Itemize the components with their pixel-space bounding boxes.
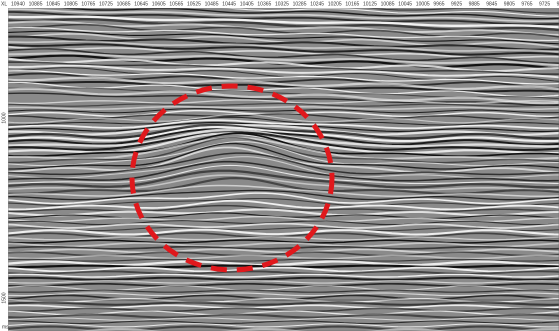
x-tick-label: 10045 (398, 1, 412, 7)
x-tick-label: 9725 (539, 1, 550, 7)
x-tick-label: 10885 (29, 1, 43, 7)
x-tick-label: 9805 (504, 1, 515, 7)
x-tick-label: 10485 (205, 1, 219, 7)
x-tick-label: 10165 (345, 1, 359, 7)
x-tick-label: 10525 (187, 1, 201, 7)
x-tick-label: 10205 (328, 1, 342, 7)
y-tick-label: 1000 (1, 112, 7, 123)
x-tick-label: 10765 (81, 1, 95, 7)
x-tick-label: 10245 (310, 1, 324, 7)
x-tick-label: 10565 (169, 1, 183, 7)
x-tick-label: 10085 (381, 1, 395, 7)
x-tick-label: 10605 (152, 1, 166, 7)
x-tick-label: 10445 (222, 1, 236, 7)
left-strip (0, 8, 8, 331)
x-tick-label: 9885 (469, 1, 480, 7)
x-tick-label: 9765 (521, 1, 532, 7)
y-tick-label: 1500 (1, 292, 7, 303)
x-tick-label: 10940 (11, 1, 25, 7)
x-tick-label: 10325 (275, 1, 289, 7)
x-tick-label: 10285 (293, 1, 307, 7)
x-tick-label: 10125 (363, 1, 377, 7)
x-tick-label: 10805 (64, 1, 78, 7)
x-tick-label: 9925 (451, 1, 462, 7)
x-tick-label: 10645 (134, 1, 148, 7)
x-tick-label: 10845 (46, 1, 60, 7)
x-tick-label: 10725 (99, 1, 113, 7)
x-tick-label: 9845 (486, 1, 497, 7)
seismic-image (8, 0, 559, 331)
seismic-section: 10940 1088510845 1080510765 10725 1068510645… (0, 0, 559, 331)
x-tick-label: 10365 (257, 1, 271, 7)
axis-label: XL (1, 1, 7, 7)
x-tick-label: 10685 (117, 1, 131, 7)
unit-label: ms (2, 324, 9, 330)
x-tick-label: 10005 (416, 1, 430, 7)
x-tick-label: 10405 (240, 1, 254, 7)
x-tick-label: 9965 (433, 1, 444, 7)
